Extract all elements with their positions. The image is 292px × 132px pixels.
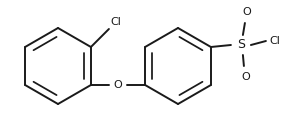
Text: Cl: Cl: [110, 17, 121, 27]
Text: O: O: [241, 72, 250, 82]
Text: Cl: Cl: [269, 36, 280, 46]
Text: O: O: [114, 80, 122, 90]
Text: S: S: [237, 39, 245, 51]
Text: O: O: [243, 7, 251, 17]
